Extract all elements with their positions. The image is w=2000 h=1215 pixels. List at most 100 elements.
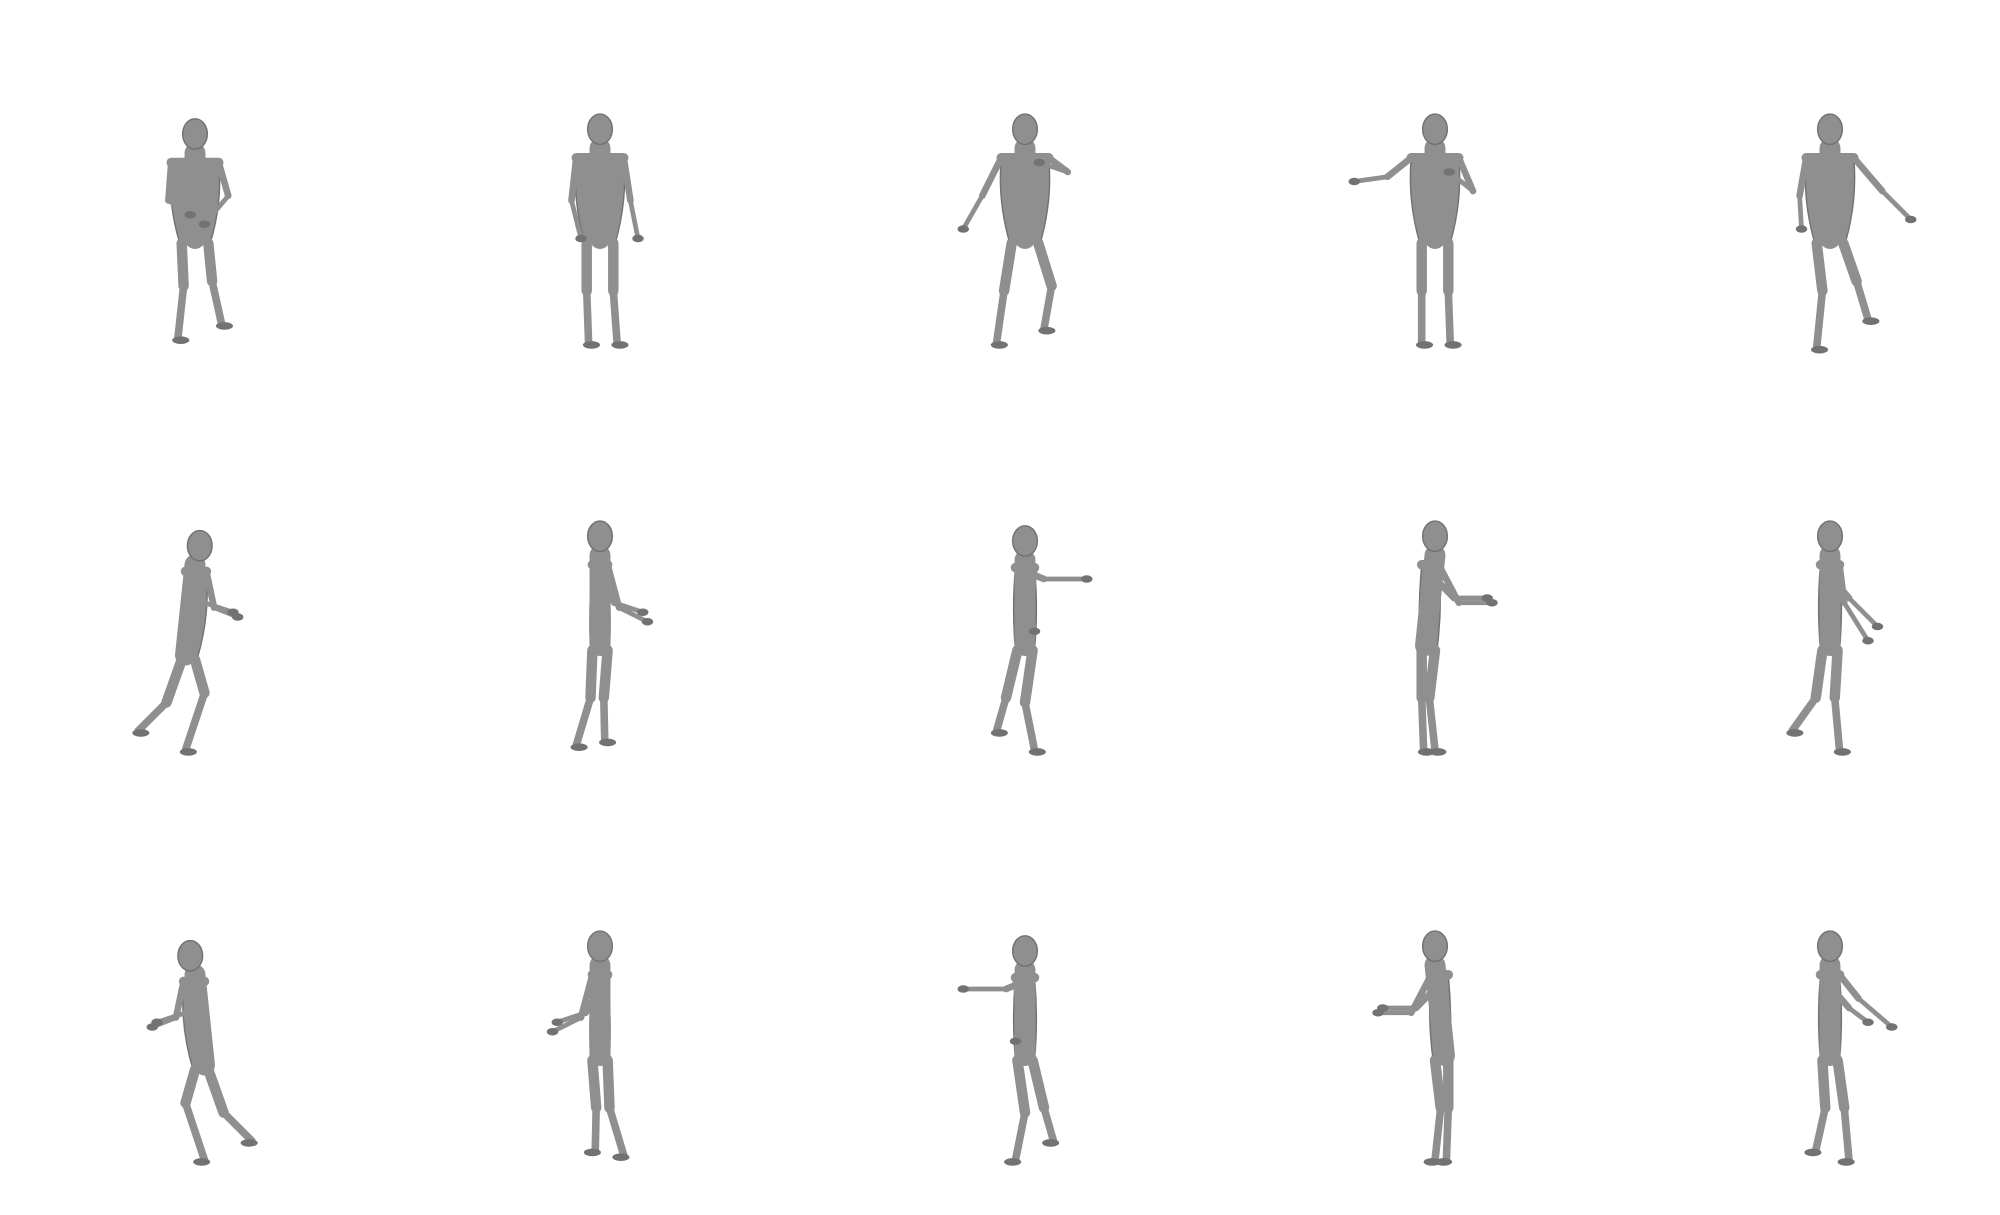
figure-limb-lHip-lK [585, 645, 598, 703]
figure-limb-rK-rF [1444, 286, 1455, 347]
pose-figure-r2-c4 [1415, 520, 1498, 756]
figure-limb-rS-rE [1026, 564, 1038, 611]
figure-hand [1871, 622, 1884, 631]
figure-limb-lS-lE [978, 154, 1005, 200]
figure-head [1816, 113, 1844, 146]
figure-hand [632, 234, 644, 243]
figure-hand [575, 234, 587, 243]
figure-hand [1886, 1023, 1898, 1031]
figure-limb-rS-rE [620, 154, 634, 204]
figure-hand [232, 613, 244, 621]
figure-head [1816, 520, 1844, 553]
pose-figure-r3-c5 [1804, 930, 1898, 1166]
figure-foot [240, 1139, 258, 1147]
figure-limb-rE-rH [202, 193, 231, 227]
figure-limb-rK-rF [181, 1099, 209, 1164]
figure-limb-rK-rF [1852, 277, 1872, 324]
figure-head [1421, 520, 1449, 553]
figure-foot [990, 729, 1008, 737]
figure-limb-lS-lE [182, 568, 208, 607]
figure-limb-lHip-lK [1810, 645, 1828, 703]
figure-hand [1081, 575, 1093, 583]
figure-foot [1042, 1139, 1060, 1147]
figure-limb-lS-lE [1836, 971, 1862, 1002]
figure-limb-lS-lE [568, 154, 580, 204]
figure-foot [570, 743, 588, 751]
pose-figure-r1-c4 [1348, 113, 1477, 349]
figure-hand [551, 1018, 563, 1027]
figure-hand [1862, 636, 1874, 645]
figure-hand [641, 617, 654, 626]
figure-foot [1416, 341, 1434, 349]
figure-limb-lHip-lK [176, 238, 189, 292]
figure-limb-lE-lH [1797, 193, 1804, 232]
figure-limb-rK-rF [1811, 1103, 1830, 1155]
figure-head [186, 529, 213, 562]
figure-limb-rHip-rK [1019, 645, 1038, 708]
figure-limb-lS-lE [1384, 154, 1415, 181]
figure-head [586, 930, 614, 963]
figure-foot [1429, 748, 1447, 756]
figure-limb-rE-rH [1027, 605, 1037, 634]
figure-limb-rK-rF [609, 286, 621, 347]
figure-limb-lK-lF [174, 282, 188, 343]
figure-limb-rE-rH [1879, 188, 1914, 222]
figure-limb-rK-rF [1431, 1103, 1445, 1164]
figure-foot [132, 729, 150, 737]
figure-limb-rS-rE [604, 561, 623, 611]
figure-hand [1028, 627, 1041, 636]
figure-limb-lK-lF [1788, 693, 1820, 735]
figure-foot [193, 1158, 211, 1166]
figure-limb-rHip-rK [203, 238, 218, 287]
figure-foot [1004, 1158, 1022, 1166]
figure-hand [1033, 158, 1045, 167]
figure-limb-rHip-rK [1838, 238, 1862, 287]
pose-figure-r2-c2 [570, 520, 654, 751]
figure-head [586, 520, 614, 553]
figure-limb-rE-rH [1013, 1015, 1023, 1044]
figure-limb-lK-lF [1840, 1103, 1853, 1164]
pose-figure-r1-c2 [568, 113, 644, 349]
figure-foot [990, 341, 1008, 349]
figure-limb-rS-rE [1455, 154, 1477, 195]
figure-limb-lHip-lK [1027, 1055, 1050, 1113]
figure-limb-lK-lF [605, 1103, 628, 1160]
figure-foot [599, 738, 617, 747]
figure-limb-lK-lF [572, 693, 595, 750]
figure-limb-lS-lE [1796, 154, 1810, 200]
pose-figure-r3-c3 [957, 935, 1060, 1166]
figure-limb-rK-rF [591, 1103, 600, 1155]
figure-foot [611, 341, 629, 349]
figure-hand [957, 225, 969, 233]
pose-figure-r3-c4 [1372, 930, 1455, 1166]
figure-limb-lK-lF [992, 693, 1010, 735]
pose-figure-r1-c5 [1795, 113, 1917, 354]
figure-foot [1833, 748, 1851, 756]
figure-foot [1804, 1148, 1822, 1157]
figure-limb-lS-lE [1412, 971, 1452, 1012]
figure-limb-lK-lF [1812, 286, 1827, 352]
figure-limb-rE-rH [628, 198, 641, 241]
figure-limb-lHip-lK [1832, 1055, 1850, 1113]
figure-hand [546, 1027, 559, 1036]
figure-head [1011, 935, 1039, 967]
figure-hand [1795, 225, 1808, 233]
figure-limb-rK-rF [208, 277, 226, 328]
figure-head [177, 939, 204, 972]
figure-limb-rS-rE [577, 971, 596, 1021]
figure-foot [215, 322, 233, 330]
figure-limb-lK-lF [582, 286, 593, 347]
figure-hand [1443, 168, 1455, 176]
figure-limb-lK-lF [1442, 1103, 1453, 1164]
figure-limb-lHip-lK [1811, 238, 1828, 296]
pose-figure-r2-c5 [1786, 520, 1884, 756]
figure-limb-lS-lE [1418, 561, 1458, 602]
figure-hand [957, 985, 969, 993]
figure-limb-rS-rE [1012, 974, 1024, 1021]
figure-head [1421, 930, 1449, 963]
figure-limb-rS-rE [203, 568, 218, 611]
figure-foot [1423, 1158, 1441, 1166]
figure-hand [1009, 1037, 1022, 1046]
figure-limb-lHip-lK [602, 1055, 615, 1113]
